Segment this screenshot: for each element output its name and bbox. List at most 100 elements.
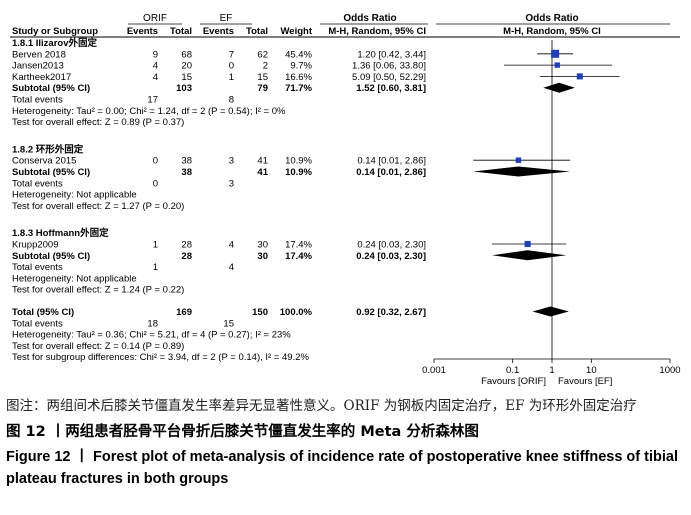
subgroup-title: 1.8.2 环形外固定: [12, 143, 84, 155]
events-orif: 1: [153, 240, 158, 251]
study-name: Berven 2018: [12, 49, 66, 60]
subgroup-differences-text: Test for subgroup differences: Chi² = 3.…: [12, 352, 310, 363]
overall-total-weight: 100.0%: [280, 307, 313, 318]
events-ef: 7: [229, 49, 234, 60]
study-weight: 45.4%: [285, 49, 312, 60]
study-weight: 9.7%: [290, 61, 312, 72]
total-events-label: Total events: [12, 262, 63, 273]
column-header-total-orif: Total: [170, 26, 192, 37]
column-header-method-right: M-H, Random, 95% CI: [503, 26, 601, 37]
x-axis-tick-label: 1: [549, 365, 554, 376]
total-events-ef: 15: [223, 318, 234, 329]
subtotal-total-orif: 38: [181, 167, 192, 178]
overall-effect-text: Test for overall effect: Z = 0.89 (P = 0…: [12, 117, 184, 128]
x-axis-tick-label: 1000: [659, 365, 680, 376]
overall-effect-text: Test for overall effect: Z = 1.27 (P = 0…: [12, 201, 184, 212]
events-orif: 4: [153, 72, 158, 83]
overall-total-odds-ratio-ci: 0.92 [0.32, 2.67]: [356, 307, 426, 318]
subtotal-weight: 71.7%: [285, 83, 312, 94]
study-weight: 16.6%: [285, 72, 312, 83]
total-events-orif: 1: [153, 262, 158, 273]
subgroup-title: 1.8.1 Ilizarov外固定: [12, 37, 98, 49]
heterogeneity-text: Heterogeneity: Not applicable: [12, 190, 137, 201]
total-ef: 41: [257, 156, 268, 167]
total-ef: 15: [257, 72, 268, 83]
x-axis-tick-label: 10: [586, 365, 597, 376]
subtotal-label: Subtotal (95% CI): [12, 167, 90, 178]
subtotal-diamond: [492, 250, 567, 261]
total-orif: 68: [181, 49, 192, 60]
study-name: Jansen2013: [12, 61, 64, 72]
figure-caption: 图注：两组间术后膝关节僵直发生率差异无显著性意义。ORIF 为钢板内固定治疗，E…: [6, 396, 686, 490]
overall-total-total-ef: 150: [252, 307, 268, 318]
events-orif: 0: [153, 156, 158, 167]
study-odds-ratio-ci: 1.36 [0.06, 33.80]: [352, 61, 426, 72]
study-weight: 10.9%: [285, 156, 312, 167]
subtotal-total-ef: 30: [257, 251, 268, 262]
study-point-square: [554, 62, 560, 68]
overall-total-diamond: [532, 306, 569, 317]
events-ef: 3: [229, 156, 234, 167]
caption-title-chinese: 图 12 丨两组患者胫骨平台骨折后膝关节僵直发生率的 Meta 分析森林图: [6, 424, 479, 440]
x-axis-tick-label: 0.1: [506, 365, 519, 376]
total-orif: 38: [181, 156, 192, 167]
total-ef: 62: [257, 49, 268, 60]
total-ef: 30: [257, 240, 268, 251]
column-header-events-orif: Events: [127, 26, 158, 37]
study-name: Conserva 2015: [12, 156, 76, 167]
total-events-orif: 17: [147, 95, 158, 106]
heterogeneity-text: Heterogeneity: Tau² = 0.00; Chi² = 1.24,…: [12, 106, 286, 117]
subtotal-total-ef: 41: [257, 167, 268, 178]
column-header-events-ef: Events: [203, 26, 234, 37]
subgroup-title: 1.8.3 Hoffmann外固定: [12, 227, 109, 239]
heterogeneity-text: Heterogeneity: Not applicable: [12, 273, 137, 284]
header-group-ef: EF: [220, 13, 233, 24]
study-name: Krupp2009: [12, 240, 58, 251]
caption-title-english: Figure 12 丨 Forest plot of meta-analysis…: [6, 449, 678, 487]
subtotal-odds-ratio-ci: 0.14 [0.01, 2.86]: [356, 167, 426, 178]
study-odds-ratio-ci: 0.14 [0.01, 2.86]: [357, 156, 426, 167]
study-name: Kartheek2017: [12, 72, 71, 83]
events-ef: 0: [229, 61, 234, 72]
events-ef: 1: [229, 72, 234, 83]
total-events-label: Total events: [12, 95, 63, 106]
study-point-square: [576, 73, 583, 80]
total-events-ef: 3: [229, 178, 234, 189]
total-events-orif: 0: [153, 178, 158, 189]
overall-effect-total-text: Test for overall effect: Z = 0.14 (P = 0…: [12, 341, 184, 352]
study-point-square: [515, 157, 522, 163]
subtotal-odds-ratio-ci: 1.52 [0.60, 3.81]: [356, 83, 426, 94]
subtotal-diamond: [543, 82, 575, 93]
total-events-label: Total events: [12, 318, 63, 329]
total-events-ef: 4: [229, 262, 234, 273]
subtotal-label: Subtotal (95% CI): [12, 251, 90, 262]
subtotal-weight: 17.4%: [285, 251, 312, 262]
overall-heterogeneity-text: Heterogeneity: Tau² = 0.36; Chi² = 5.21,…: [12, 330, 291, 341]
subtotal-total-orif: 103: [176, 83, 192, 94]
total-orif: 28: [181, 240, 192, 251]
subtotal-weight: 10.9%: [285, 167, 312, 178]
header-odds-ratio-left: Odds Ratio: [343, 13, 396, 24]
column-header-method-left: M-H, Random, 95% CI: [328, 26, 426, 37]
column-header-total-ef: Total: [246, 26, 268, 37]
subtotal-label: Subtotal (95% CI): [12, 83, 90, 94]
column-header-weight: Weight: [281, 26, 313, 37]
total-ef: 2: [263, 61, 268, 72]
x-axis-tick-label: 0.001: [422, 365, 446, 376]
total-events-orif: 18: [147, 318, 158, 329]
overall-total-label: Total (95% CI): [12, 307, 74, 318]
subtotal-total-orif: 28: [181, 251, 192, 262]
events-ef: 4: [229, 240, 234, 251]
study-weight: 17.4%: [285, 240, 312, 251]
total-events-ef: 8: [229, 95, 234, 106]
favours-right-label: Favours [EF]: [558, 376, 612, 387]
total-orif: 20: [181, 61, 192, 72]
events-orif: 9: [153, 49, 158, 60]
column-header-study: Study or Subgroup: [12, 26, 98, 37]
subtotal-diamond: [473, 166, 570, 177]
total-orif: 15: [181, 72, 192, 83]
subtotal-odds-ratio-ci: 0.24 [0.03, 2.30]: [356, 251, 426, 262]
study-point-square: [551, 49, 560, 58]
header-odds-ratio-right: Odds Ratio: [525, 13, 578, 24]
overall-total-total-orif: 169: [176, 307, 192, 318]
